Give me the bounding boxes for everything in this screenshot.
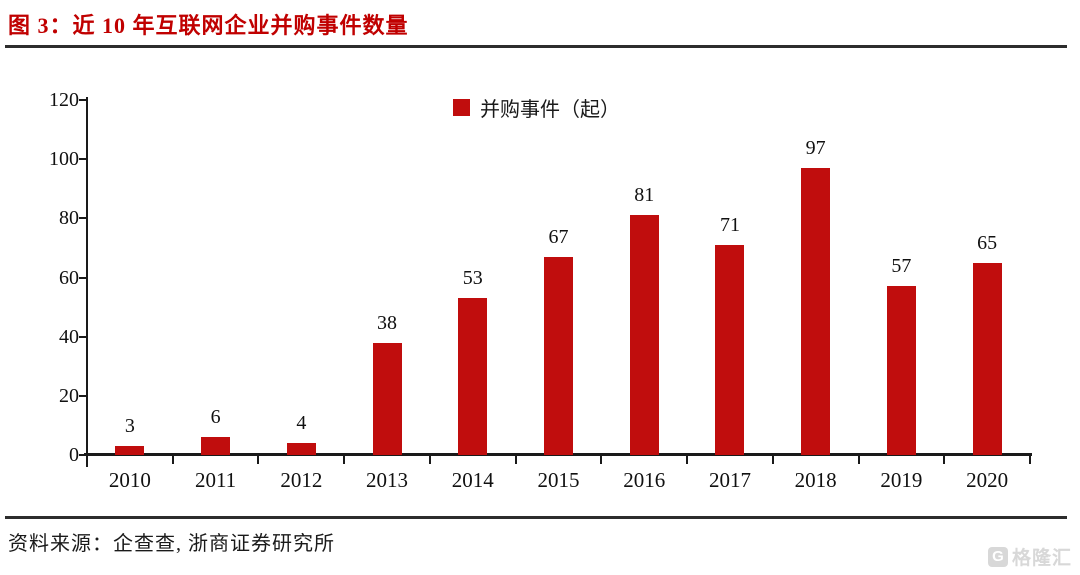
x-axis-tick — [686, 455, 689, 464]
bar-2015 — [544, 256, 573, 455]
x-axis-category-label: 2017 — [708, 468, 751, 492]
x-axis-tick — [428, 455, 431, 464]
x-axis-tick — [257, 455, 260, 464]
bar-2010 — [115, 446, 145, 455]
bar-value-label: 67 — [548, 225, 569, 248]
bar-2014 — [458, 298, 488, 455]
x-axis-category-label: 2013 — [366, 468, 409, 492]
y-axis-tick-label: 20 — [59, 384, 79, 407]
gelonghui-logo-icon: G — [987, 546, 1008, 567]
x-axis-category-label: 2020 — [966, 468, 1009, 492]
y-axis-tick — [79, 335, 87, 338]
legend-swatch-icon — [453, 99, 470, 116]
bar-2011 — [201, 437, 231, 455]
x-axis-tick — [343, 455, 346, 464]
bar-value-label: 3 — [124, 415, 135, 438]
bar-chart-plot-area: 0 20 40 60 80 100 120 3 2010 6 2011 4 2012 38 2013 53 20… — [49, 89, 1032, 492]
bar-value-label: 97 — [805, 137, 826, 160]
x-axis-tick — [943, 455, 946, 464]
x-axis-tick — [600, 455, 603, 464]
x-axis-tick — [514, 455, 517, 464]
y-axis-line — [86, 97, 88, 467]
bar-value-label: 53 — [462, 267, 483, 290]
bar-value-label: 57 — [891, 255, 912, 278]
bar-2012 — [286, 443, 316, 455]
bar-value-label: 4 — [296, 412, 307, 435]
x-axis-category-label: 2015 — [537, 468, 580, 492]
figure-title: 图 3：近 10 年互联网企业并购事件数量 — [8, 13, 409, 38]
x-axis-category-label: 2018 — [794, 468, 837, 492]
y-axis-tick — [79, 158, 87, 161]
y-axis-tick — [79, 454, 87, 456]
title-divider — [5, 45, 1067, 48]
y-axis-tick-label: 40 — [59, 325, 79, 348]
watermark: G 格隆汇 — [987, 543, 1072, 570]
y-axis-tick — [79, 394, 87, 397]
y-axis-tick-label: 60 — [59, 266, 79, 289]
bar-2018 — [801, 168, 831, 455]
y-axis-tick-label: 80 — [59, 207, 79, 230]
bar-value-label: 65 — [977, 231, 998, 254]
bar-value-label: 71 — [719, 213, 740, 236]
x-axis-tick — [857, 455, 860, 464]
x-axis-category-label: 2016 — [623, 468, 666, 492]
legend-label: 并购事件（起） — [480, 99, 620, 121]
x-axis-tick — [86, 455, 88, 464]
x-axis-category-label: 2014 — [451, 468, 494, 492]
x-axis-tick — [171, 455, 174, 464]
bar-value-label: 6 — [210, 406, 221, 429]
bar-2016 — [629, 215, 659, 455]
y-axis-tick-label: 0 — [69, 444, 79, 466]
x-axis-tick — [771, 455, 774, 464]
bar-2013 — [372, 342, 402, 455]
y-axis-tick — [79, 99, 87, 101]
bar-2017 — [715, 244, 745, 455]
y-axis-tick — [79, 276, 87, 279]
y-axis-tick-label: 120 — [49, 89, 79, 111]
x-axis-tick — [1029, 455, 1031, 464]
bar-2020 — [972, 262, 1002, 455]
bar-2019 — [886, 286, 916, 455]
x-axis-category-label: 2010 — [108, 468, 151, 492]
bar-value-label: 38 — [377, 311, 398, 334]
x-axis-category-label: 2012 — [280, 468, 323, 492]
chart-legend: 并购事件（起） — [453, 93, 620, 122]
footer-divider — [5, 516, 1067, 519]
x-axis-category-label: 2019 — [880, 468, 923, 492]
x-axis-category-label: 2011 — [194, 468, 237, 492]
y-axis-tick — [79, 217, 87, 220]
source-note: 资料来源：企查查, 浙商证券研究所 — [8, 533, 335, 555]
watermark-label: 格隆汇 — [1011, 548, 1072, 569]
bar-value-label: 81 — [634, 184, 655, 207]
y-axis-tick-label: 100 — [49, 148, 79, 171]
